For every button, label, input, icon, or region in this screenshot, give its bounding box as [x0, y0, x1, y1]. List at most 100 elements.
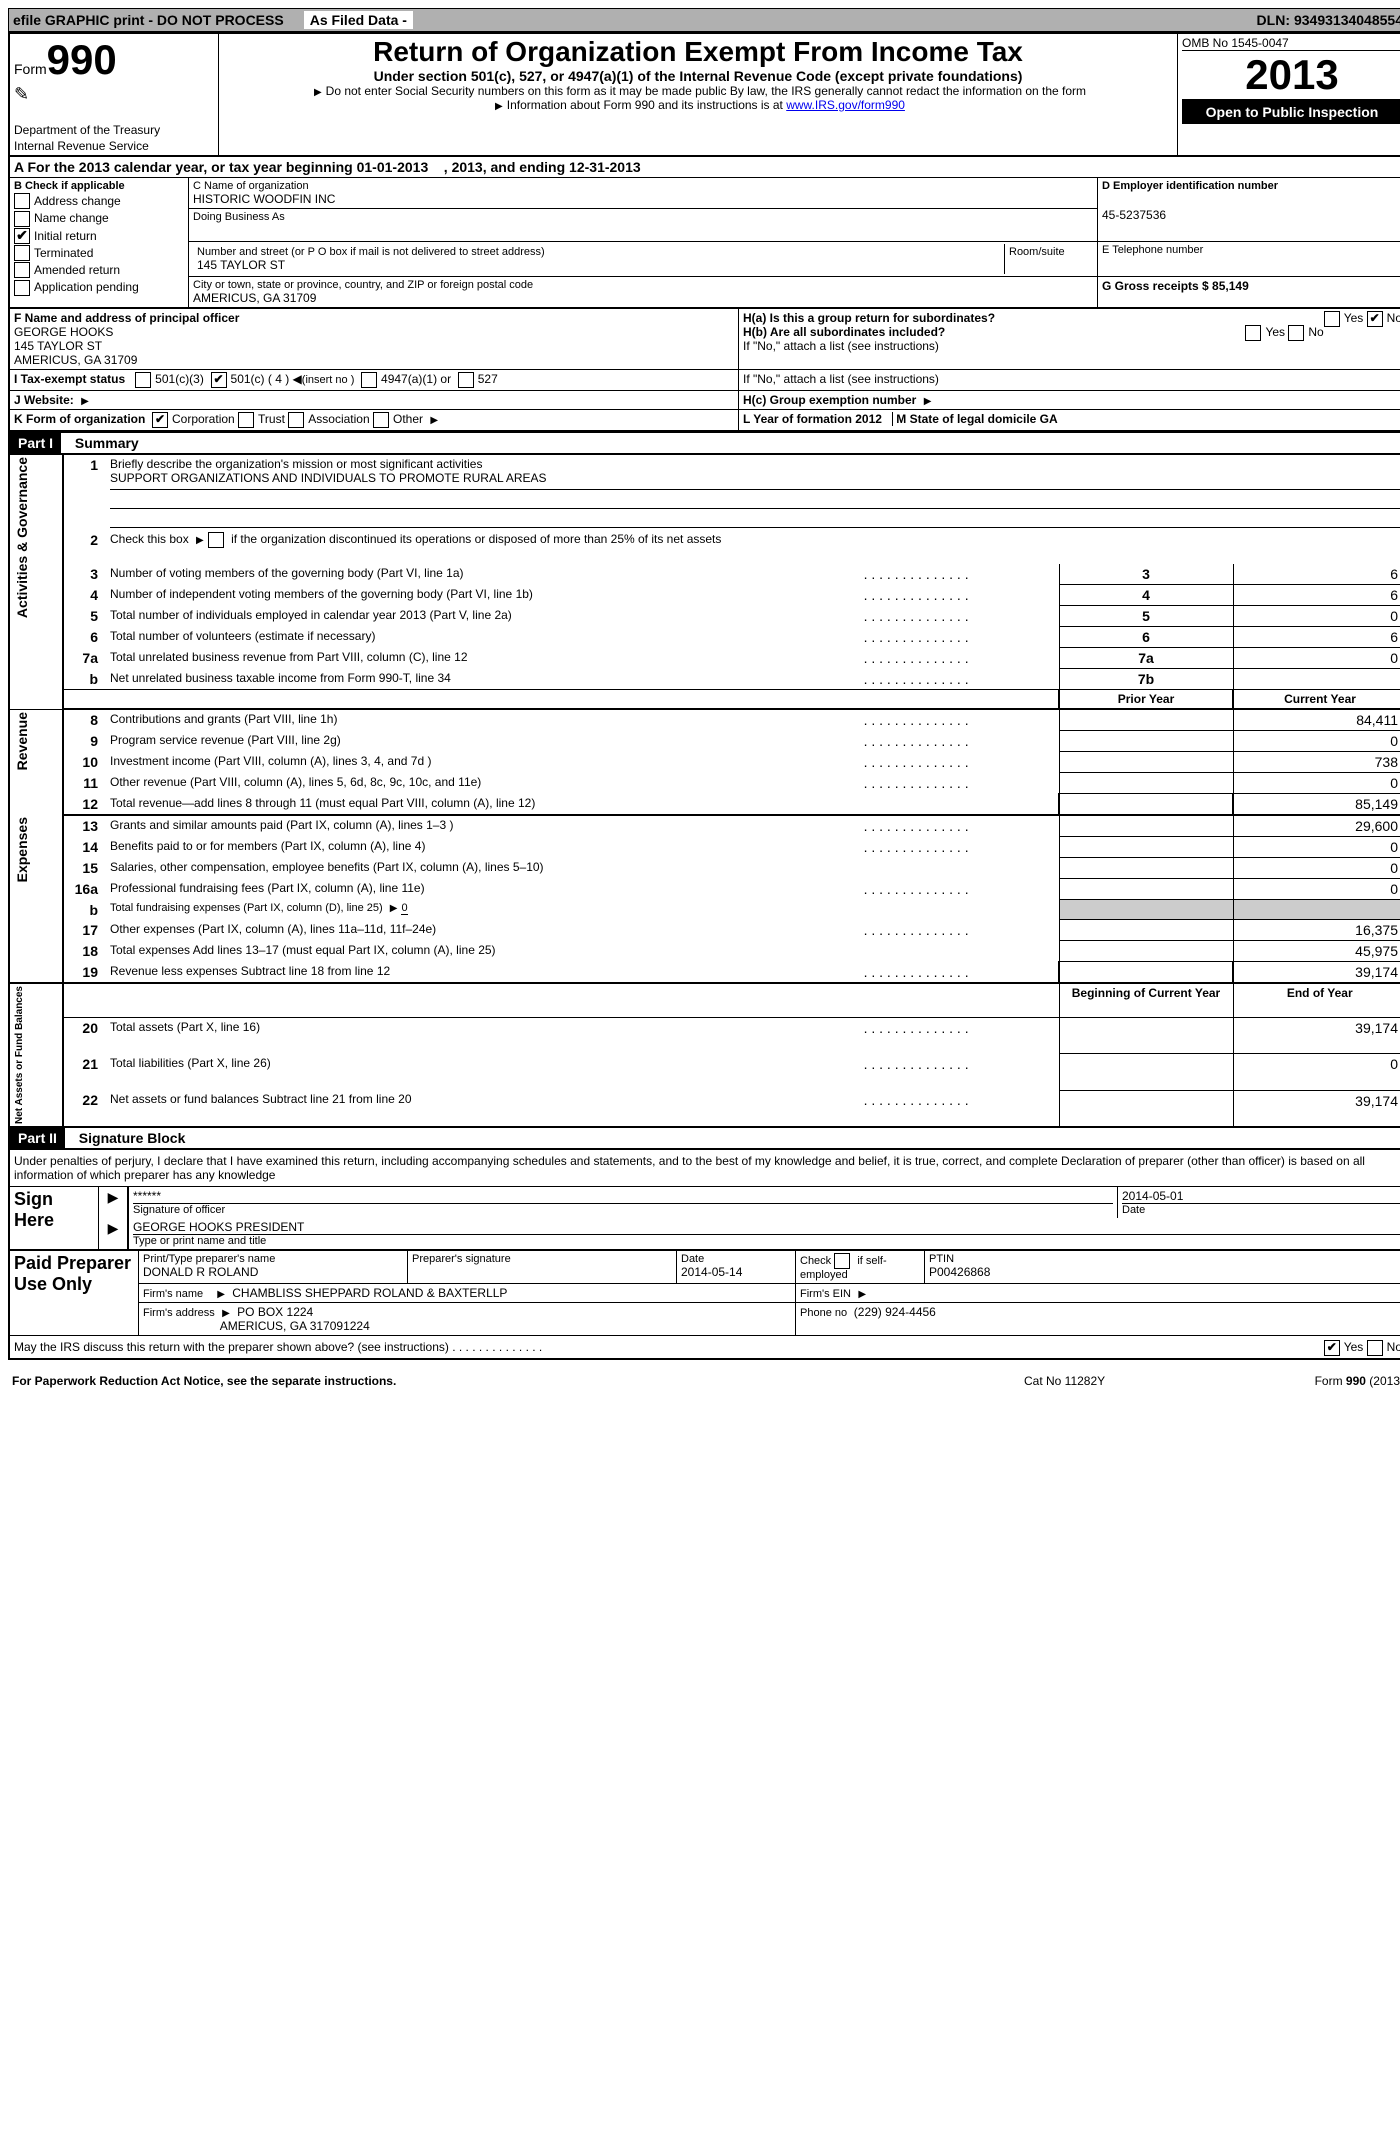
dept-treasury: Department of the Treasury — [14, 123, 160, 137]
firm-addr1: PO BOX 1224 — [237, 1305, 313, 1319]
val-14: 0 — [1233, 837, 1400, 858]
omb-number: OMB No 1545-0047 — [1182, 36, 1400, 51]
line-5: Total number of individuals employed in … — [106, 606, 860, 627]
i-4947[interactable] — [361, 372, 377, 388]
line-12: Total revenue—add lines 8 through 11 (mu… — [106, 794, 1059, 816]
subtitle-1: Under section 501(c), 527, or 4947(a)(1)… — [223, 68, 1173, 84]
line-11: Other revenue (Part VIII, column (A), li… — [106, 773, 860, 794]
line-20: Total assets (Part X, line 16) — [106, 1017, 860, 1054]
ein-value: 45-5237536 — [1102, 208, 1400, 222]
val-17: 16,375 — [1233, 920, 1400, 941]
val-19: 39,174 — [1233, 962, 1400, 984]
line-17: Other expenses (Part IX, column (A), lin… — [106, 920, 860, 941]
officer-name-title: GEORGE HOOKS PRESIDENT — [133, 1220, 304, 1235]
check-address-change[interactable] — [14, 193, 30, 209]
irs-link[interactable]: www.IRS.gov/form990 — [786, 98, 905, 112]
hb-yes[interactable] — [1245, 325, 1261, 341]
d-ein-label: D Employer identification number — [1102, 180, 1400, 192]
addr-label: Number and street (or P O box if mail is… — [197, 246, 1000, 258]
check-self-emp[interactable] — [834, 1253, 850, 1269]
line-15: Salaries, other compensation, employee b… — [106, 858, 1059, 879]
ha-no[interactable]: ✔ — [1367, 311, 1383, 327]
sig-stars: ****** — [133, 1189, 1113, 1204]
g-gross-receipts: G Gross receipts $ 85,149 — [1098, 277, 1400, 308]
line-9: Program service revenue (Part VIII, line… — [106, 731, 860, 752]
val-4: 6 — [1233, 585, 1400, 606]
preparer-name: DONALD R ROLAND — [143, 1265, 258, 1279]
k-corp[interactable]: ✔ — [152, 412, 168, 428]
prior-year-hdr: Prior Year — [1059, 690, 1233, 710]
discuss-row: May the IRS discuss this return with the… — [8, 1336, 1400, 1360]
val-10: 738 — [1233, 752, 1400, 773]
type-name-label: Type or print name and title — [133, 1235, 1400, 1247]
k-label: K Form of organization — [14, 412, 145, 426]
m-state: M State of legal domicile GA — [896, 412, 1057, 426]
hb-note-row: If "No," attach a list (see instructions… — [739, 370, 1400, 391]
val-21: 0 — [1233, 1054, 1400, 1091]
irs-label: Internal Revenue Service — [14, 139, 149, 153]
c-name-label: C Name of organization — [193, 180, 1093, 192]
val-13: 29,600 — [1233, 815, 1400, 837]
discuss-yes[interactable]: ✔ — [1324, 1340, 1340, 1356]
part-ii-header: Part II Signature Block — [8, 1126, 1400, 1150]
org-name: HISTORIC WOODFIN INC — [193, 192, 1093, 206]
subtitle-3: Information about Form 990 and its instr… — [223, 98, 1173, 112]
i-527[interactable] — [458, 372, 474, 388]
k-other[interactable] — [373, 412, 389, 428]
part-ii-tag: Part II — [10, 1128, 65, 1148]
part-i-header: Part I Summary — [8, 431, 1400, 455]
val-12: 85,149 — [1233, 794, 1400, 816]
firm-phone: (229) 924-4456 — [854, 1305, 936, 1319]
line-8: Contributions and grants (Part VIII, lin… — [106, 709, 860, 731]
hb-no[interactable] — [1288, 325, 1304, 341]
check-amended[interactable] — [14, 262, 30, 278]
val-22: 39,174 — [1233, 1090, 1400, 1126]
header-block: Form990 ✎ Department of the Treasury Int… — [8, 32, 1400, 157]
line-7b: Net unrelated business taxable income fr… — [106, 669, 860, 690]
i-501c[interactable]: ✔ — [211, 372, 227, 388]
check-name-change[interactable] — [14, 211, 30, 227]
form-word: Form — [14, 61, 47, 77]
discuss-no[interactable] — [1367, 1340, 1383, 1356]
check-initial-return[interactable]: ✔ — [14, 228, 30, 244]
line-1-value: SUPPORT ORGANIZATIONS AND INDIVIDUALS TO… — [110, 471, 1400, 490]
paid-preparer-block: Paid Preparer Use Only Print/Type prepar… — [8, 1251, 1400, 1336]
current-year-hdr: Current Year — [1233, 690, 1400, 710]
f-label: F Name and address of principal officer — [14, 311, 734, 325]
line-19: Revenue less expenses Subtract line 18 f… — [106, 962, 860, 984]
h-c: H(c) Group exemption number — [743, 393, 916, 407]
line-4: Number of independent voting members of … — [106, 585, 860, 606]
check-pending[interactable] — [14, 280, 30, 296]
footer-right: Form 990 (2013) — [1172, 1372, 1400, 1390]
efile-label: efile GRAPHIC print - DO NOT PROCESS — [13, 12, 284, 28]
firm-name: CHAMBLISS SHEPPARD ROLAND & BAXTERLLP — [232, 1286, 507, 1300]
k-trust[interactable] — [238, 412, 254, 428]
line-14: Benefits paid to or for members (Part IX… — [106, 837, 860, 858]
h-b: H(b) Are all subordinates included? Yes … — [743, 325, 1400, 339]
date-label: Date — [1122, 1204, 1400, 1216]
part-i-tag: Part I — [10, 433, 61, 453]
line-a: A For the 2013 calendar year, or tax yea… — [8, 157, 1400, 178]
beg-year-hdr: Beginning of Current Year — [1059, 983, 1233, 1017]
val-16a: 0 — [1233, 879, 1400, 900]
scribble-icon: ✎ — [14, 84, 29, 104]
line-6: Total number of volunteers (estimate if … — [106, 627, 860, 648]
section-b-title: B Check if applicable — [14, 180, 184, 192]
h-a: H(a) Is this a group return for subordin… — [743, 311, 1400, 325]
top-bar: efile GRAPHIC print - DO NOT PROCESS As … — [8, 8, 1400, 32]
side-netassets: Net Assets or Fund Balances — [14, 986, 25, 1124]
check-terminated[interactable] — [14, 245, 30, 261]
return-title: Return of Organization Exempt From Incom… — [223, 36, 1173, 68]
officer-addr1: 145 TAYLOR ST — [14, 339, 734, 353]
k-assoc[interactable] — [288, 412, 304, 428]
i-label: I Tax-exempt status — [14, 372, 125, 386]
val-18: 45,975 — [1233, 941, 1400, 962]
sign-here-block: Sign Here ▶ ****** Signature of officer … — [8, 1187, 1400, 1251]
dln-label: DLN: — [1257, 12, 1290, 28]
line-22: Net assets or fund balances Subtract lin… — [106, 1090, 860, 1126]
line-16a: Professional fundraising fees (Part IX, … — [106, 879, 860, 900]
ha-yes[interactable] — [1324, 311, 1340, 327]
subtitle-2: Do not enter Social Security numbers on … — [223, 84, 1173, 98]
end-year-hdr: End of Year — [1233, 983, 1400, 1017]
i-501c3[interactable] — [135, 372, 151, 388]
